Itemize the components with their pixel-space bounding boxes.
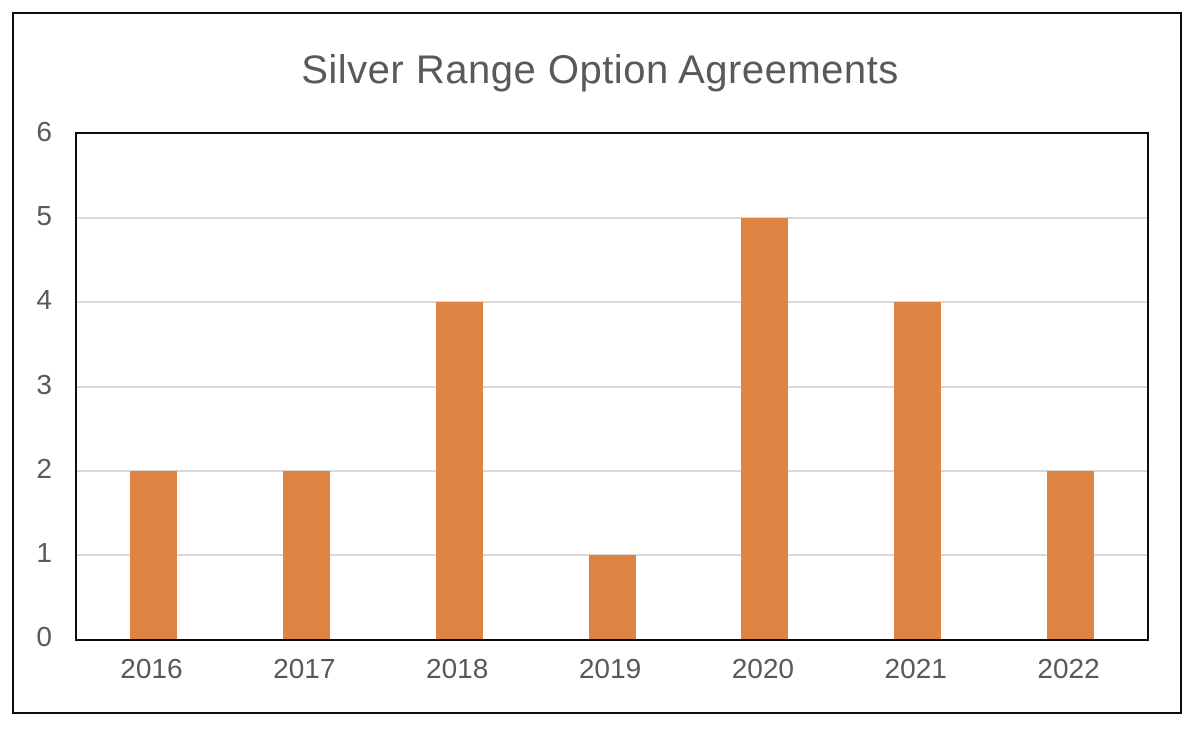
x-tick-label-2022: 2022 — [1037, 653, 1100, 684]
y-tick-label-5: 5 — [36, 200, 52, 232]
x-tick-label-2017: 2017 — [273, 653, 336, 684]
bar-2018 — [436, 302, 483, 639]
y-tick-label-6: 6 — [36, 116, 52, 147]
x-tick-label-2016: 2016 — [120, 653, 183, 684]
y-tick-label-1: 1 — [36, 536, 52, 568]
plot-area — [75, 132, 1149, 641]
bar-2019 — [589, 554, 636, 639]
x-axis: 2016 2017 2018 2019 2020 2021 2022 — [75, 652, 1145, 692]
bar-2022 — [1047, 470, 1094, 639]
bar-2021 — [894, 302, 941, 639]
y-tick-label-4: 4 — [36, 284, 52, 316]
x-tick-label-2018: 2018 — [425, 653, 489, 684]
x-tick-label-2021: 2021 — [884, 653, 947, 684]
bar-2016 — [130, 470, 177, 639]
y-axis: 0 1 2 3 4 5 6 — [0, 118, 52, 651]
x-tick-label-2019: 2019 — [578, 653, 642, 684]
chart-title: Silver Range Option Agreements — [301, 48, 899, 92]
bar-2017 — [283, 470, 330, 639]
bar-2020 — [741, 218, 788, 639]
gridline-y-3 — [77, 385, 1147, 388]
gridline-y-2 — [77, 469, 1147, 472]
y-tick-label-0: 0 — [36, 621, 52, 652]
gridline-y-5 — [77, 217, 1147, 220]
y-tick-label-3: 3 — [36, 368, 52, 400]
x-tick-label-2020: 2020 — [731, 653, 794, 684]
y-tick-label-2: 2 — [36, 452, 52, 484]
gridline-y-4 — [77, 301, 1147, 304]
